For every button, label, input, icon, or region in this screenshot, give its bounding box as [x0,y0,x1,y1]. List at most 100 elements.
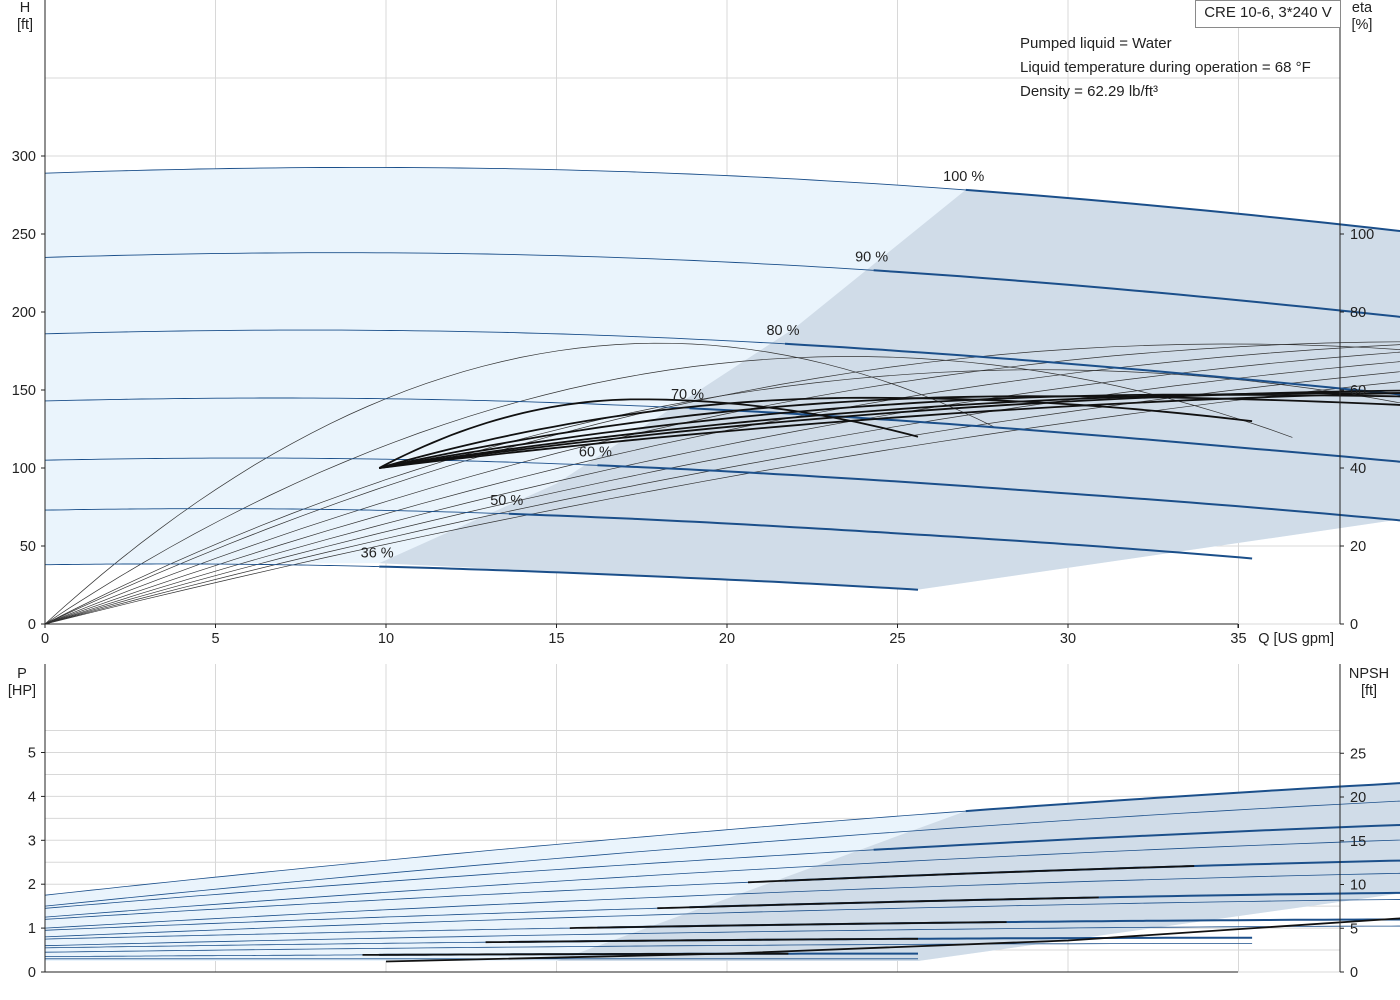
p-axis-title-symbol: P [17,666,27,682]
info-liquid-temperature: Liquid temperature during operation = 68… [1020,59,1311,76]
p1-curve-thin [45,954,380,957]
efficiency-thin-line [44,342,997,625]
h-tick-label: 0 [28,617,36,633]
head-curve-label: 50 % [490,493,523,509]
head-curve-label: 36 % [361,546,394,562]
npsh-tick-label: 5 [1350,921,1358,937]
h-tick-label: 200 [12,305,36,321]
p1-curve-thin [44,849,874,909]
p2-curve [44,899,1400,938]
eta-tick-label: 80 [1350,305,1366,321]
efficiency-thin-line [44,371,1400,625]
p-tick-label: 5 [28,746,36,762]
operating-band [379,189,1400,590]
h-tick-label: 300 [12,149,36,165]
p1-curve-thin [44,810,966,896]
efficiency-thin-line [44,351,1400,625]
head-curve-thin [44,508,509,515]
efficiency-curve [378,398,919,469]
model-label: CRE 10-6, 3*240 V [1195,0,1341,28]
eta-tick-label: 20 [1350,539,1366,555]
p1-black-segment [569,921,1007,929]
npsh-curve [385,917,1400,963]
eta-axis-title-unit: [%] [1352,17,1373,33]
efficiency-thin-line [44,344,1400,625]
head-curve-thin [44,397,690,409]
p-tick-label: 1 [28,921,36,937]
efficiency-thin-line [44,341,1400,625]
p-tick-label: 2 [28,877,36,893]
x-tick-label: 25 [889,631,905,647]
eta-axis-title-symbol: eta [1352,0,1373,16]
efficiency-curve [379,392,1400,469]
head-curve-label: 100 % [943,169,984,185]
eta-tick-label: 100 [1350,227,1374,243]
p2-curve [44,925,1400,947]
head-curve-label: 80 % [766,323,799,339]
npsh-tick-label: 10 [1350,878,1366,894]
p1-curve [873,823,1400,851]
head-curve-thin [44,252,874,271]
p2-curve [44,943,1253,953]
head-curve-thin [44,457,598,466]
info-pumped-liquid: Pumped liquid = Water [1020,35,1172,52]
h-tick-label: 250 [12,227,36,243]
efficiency-curve [378,396,1253,469]
p1-black-segment [657,896,1099,910]
p2-curve [44,800,1400,907]
p1-curve-thin [44,941,509,949]
p2-curve [44,872,1400,929]
npsh-tick-label: 0 [1350,965,1358,981]
h-axis-title-unit: [ft] [17,17,33,33]
head-curve [379,565,919,591]
efficiency-thin-line [44,343,1400,625]
p1-black-segment [485,937,918,944]
p1-curve [965,782,1400,813]
power-operating-band [556,783,1400,962]
head-curve-label: 70 % [671,387,704,403]
eta-tick-label: 60 [1350,383,1366,399]
x-tick-label: 20 [719,631,735,647]
p1-curve-thin [44,927,598,940]
head-curve-label: 60 % [579,444,612,460]
npsh-tick-label: 15 [1350,834,1366,850]
h-tick-label: 150 [12,383,36,399]
p-axis-title-unit: [HP] [8,683,36,699]
p-tick-label: 3 [28,833,36,849]
x-tick-label: 0 [41,631,49,647]
head-curve [873,269,1400,318]
p1-black-segment [747,865,1195,884]
head-curve [508,512,1253,560]
head-curve-thin [45,563,380,568]
head-curve-thin [44,166,966,191]
p2-curve [44,839,1400,918]
npsh-tick-label: 25 [1350,746,1366,762]
h-tick-label: 50 [20,539,36,555]
h-axis-title-symbol: H [20,0,30,16]
x-tick-label: 30 [1060,631,1076,647]
x-tick-label: 15 [548,631,564,647]
head-curve [597,464,1400,522]
efficiency-thin-line [44,361,1400,625]
p1-curve-thin [44,906,690,931]
p-tick-label: 4 [28,789,36,805]
info-density: Density = 62.29 lb/ft³ [1020,83,1158,100]
head-curve [689,407,1400,463]
npsh-axis-title-unit: [ft] [1361,683,1377,699]
npsh-axis-title-symbol: NPSH [1349,666,1389,682]
head-curve-thin [44,329,786,345]
npsh-tick-label: 20 [1350,790,1366,806]
p-tick-label: 0 [28,965,36,981]
eta-tick-label: 0 [1350,617,1358,633]
head-curve [965,188,1400,232]
x-tick-label: 10 [378,631,394,647]
h-tick-label: 100 [12,461,36,477]
x-tick-label: 35 [1230,631,1246,647]
eta-tick-label: 40 [1350,461,1366,477]
x-tick-label: 5 [211,631,219,647]
x-axis-title: Q [US gpm] [1258,631,1334,647]
efficiency-thin-line [44,381,1400,625]
head-curve-label: 90 % [855,249,888,265]
efficiency-thin-line [44,356,1293,625]
